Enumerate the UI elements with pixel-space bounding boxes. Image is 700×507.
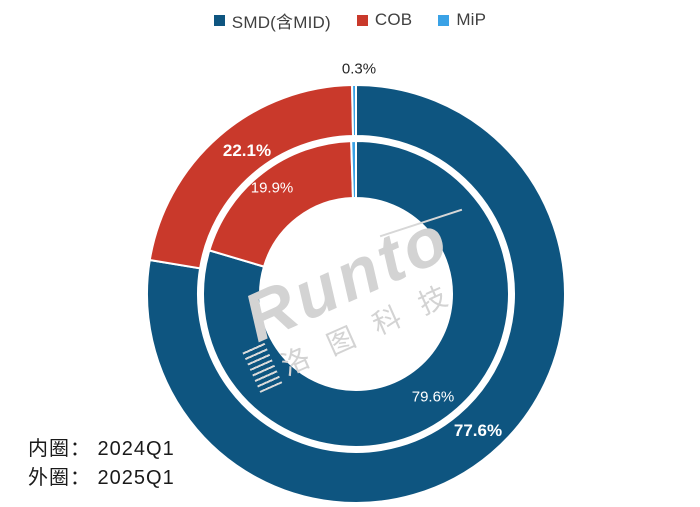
legend-swatch-cob <box>356 14 368 26</box>
segment-inner-mip <box>350 139 357 200</box>
legend: SMD(含MID) COB MiP <box>0 8 700 32</box>
legend-label-cob: COB <box>374 10 413 29</box>
legend-label-mip: MiP <box>456 10 487 29</box>
legend-swatch-smd <box>213 14 225 26</box>
ring-notes: 内圈： 2024Q1 外圈： 2025Q1 <box>28 435 175 493</box>
label-inner-smd: 79.6% <box>411 388 455 406</box>
legend-item-mip: MiP <box>438 10 486 30</box>
ring-note-inner: 内圈： 2024Q1 <box>28 438 175 460</box>
legend-item-smd: SMD(含MID) <box>213 8 331 33</box>
segment-outer-mip <box>351 83 357 138</box>
segment-outer-smd <box>146 83 566 504</box>
legend-item-cob: COB <box>356 10 413 30</box>
label-outer-cob: 22.1% <box>222 141 272 160</box>
label-inner-cob: 19.9% <box>250 179 294 197</box>
label-outer-smd: 77.6% <box>453 421 503 440</box>
ring-note-outer: 外圈： 2025Q1 <box>28 467 175 489</box>
label-outer-mip: 0.3% <box>341 60 377 78</box>
legend-label-smd: SMD(含MID) <box>231 12 331 32</box>
legend-swatch-mip <box>438 14 450 26</box>
